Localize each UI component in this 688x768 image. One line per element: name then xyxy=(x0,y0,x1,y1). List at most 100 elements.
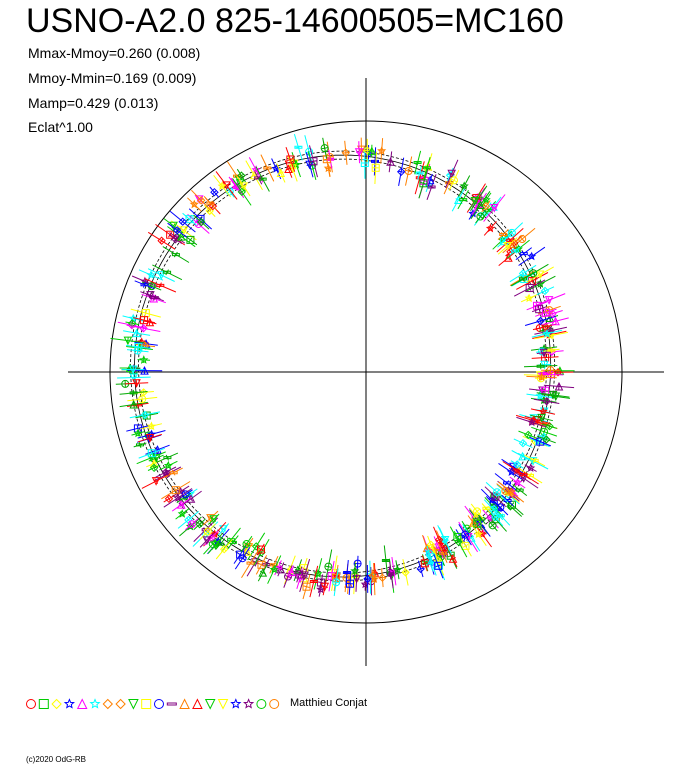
error-tick xyxy=(136,347,139,354)
data-point-group xyxy=(513,438,533,449)
data-point xyxy=(396,167,406,177)
data-point xyxy=(535,270,545,280)
data-point-group xyxy=(362,138,372,162)
data-point xyxy=(547,348,556,352)
data-point-group xyxy=(509,264,537,283)
data-point xyxy=(450,176,459,185)
data-point xyxy=(478,212,487,216)
error-tick xyxy=(544,387,547,394)
error-tick xyxy=(544,309,548,316)
data-point-group xyxy=(184,518,199,531)
data-point xyxy=(208,201,218,211)
error-tick xyxy=(171,469,176,476)
legend-symbol xyxy=(89,698,101,709)
data-point-group xyxy=(508,464,539,485)
data-point-group xyxy=(175,508,190,520)
data-point xyxy=(151,477,161,486)
data-point xyxy=(491,492,500,501)
data-point-group xyxy=(541,366,560,375)
legend-symbol xyxy=(217,699,229,710)
data-point xyxy=(324,562,333,571)
data-point-group xyxy=(492,499,509,516)
data-point xyxy=(343,571,352,574)
data-point xyxy=(302,582,311,591)
error-tick xyxy=(152,464,156,471)
data-point-group xyxy=(494,473,520,493)
data-point xyxy=(196,196,206,205)
data-point-group xyxy=(236,168,246,183)
data-point-group xyxy=(320,137,329,159)
data-point xyxy=(537,413,546,423)
data-point-group xyxy=(445,159,459,189)
data-point xyxy=(169,471,178,475)
data-point-group xyxy=(543,347,560,354)
data-point-group xyxy=(368,569,377,583)
data-point-group xyxy=(119,389,148,396)
data-point xyxy=(362,146,372,155)
error-tick xyxy=(165,454,169,461)
data-point xyxy=(219,525,228,534)
data-point-group xyxy=(293,133,303,161)
data-point xyxy=(251,542,261,551)
error-tick xyxy=(328,575,335,578)
data-point-group xyxy=(232,178,252,206)
data-point xyxy=(377,145,387,155)
error-tick xyxy=(558,383,560,390)
error-tick xyxy=(142,317,146,324)
data-point xyxy=(526,463,536,472)
data-point xyxy=(503,242,513,251)
error-tick xyxy=(167,232,173,238)
data-point xyxy=(404,167,413,176)
legend-symbol xyxy=(269,699,280,709)
data-point-group xyxy=(483,221,497,236)
data-point xyxy=(536,364,545,368)
data-point xyxy=(139,324,148,333)
data-point xyxy=(512,460,522,469)
data-point-group xyxy=(536,390,570,400)
legend-symbol xyxy=(76,698,88,709)
data-point xyxy=(354,148,364,157)
data-point xyxy=(242,540,251,549)
error-tick xyxy=(310,160,317,163)
data-point xyxy=(470,197,480,206)
data-point-group xyxy=(524,315,556,326)
error-tick xyxy=(237,552,243,557)
data-point-group xyxy=(245,160,263,191)
data-point xyxy=(540,286,550,296)
error-tick xyxy=(521,250,526,257)
error-tick xyxy=(173,487,178,494)
stat-mamp: Mamp=0.429 (0.013) xyxy=(28,95,159,111)
data-point xyxy=(217,181,227,191)
error-tick xyxy=(386,572,394,574)
data-point-group xyxy=(255,166,270,192)
data-point-group xyxy=(207,513,220,525)
data-point xyxy=(246,561,255,565)
data-point xyxy=(332,578,341,587)
data-point-group xyxy=(448,169,460,191)
data-point xyxy=(518,438,528,448)
error-tick xyxy=(539,317,542,324)
error-tick xyxy=(521,471,526,478)
data-point-group xyxy=(126,324,161,333)
error-tick xyxy=(447,553,454,558)
data-point xyxy=(216,542,225,546)
data-point xyxy=(546,366,555,375)
legend-symbol xyxy=(115,698,126,710)
data-point-group xyxy=(119,399,148,409)
data-point-group xyxy=(535,286,555,296)
error-tick xyxy=(494,489,500,495)
legend-symbol xyxy=(204,699,216,710)
data-point xyxy=(481,195,491,204)
data-point-group xyxy=(121,365,145,375)
data-point xyxy=(140,410,150,420)
error-tick xyxy=(243,541,250,547)
data-point xyxy=(237,171,246,180)
error-tick xyxy=(491,507,497,513)
data-point xyxy=(269,564,279,574)
data-point xyxy=(541,308,550,317)
data-point-group xyxy=(126,346,149,355)
data-point-group xyxy=(138,269,164,281)
data-point-group xyxy=(515,247,533,260)
data-point xyxy=(553,368,563,377)
